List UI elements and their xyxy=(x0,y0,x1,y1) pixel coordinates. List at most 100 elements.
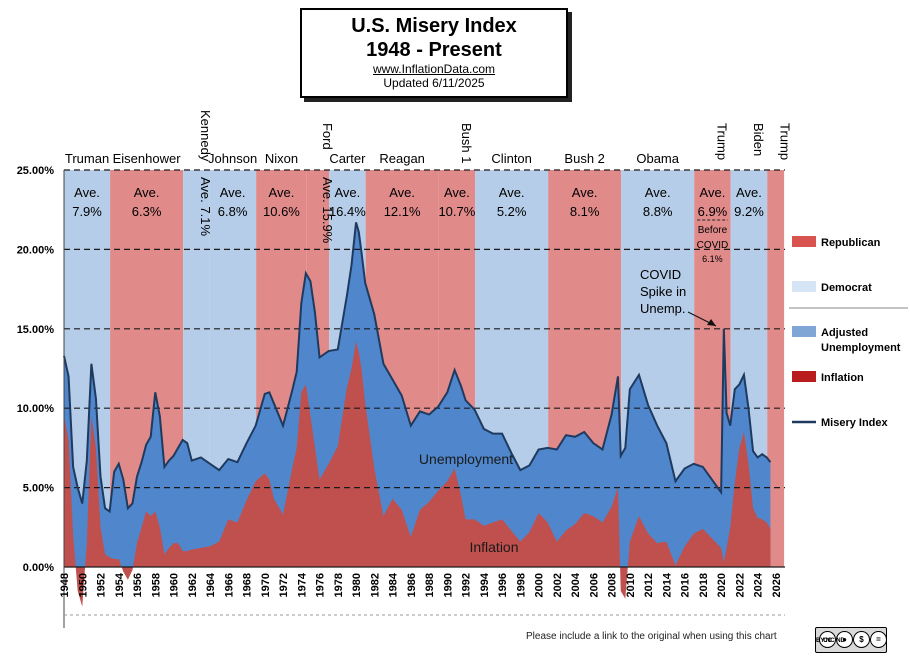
president-name: Johnson xyxy=(208,151,257,166)
average-label: Ave. xyxy=(444,185,470,200)
source-link[interactable]: www.InflationData.com xyxy=(372,62,496,76)
average-value: 8.8% xyxy=(643,204,673,219)
x-tick-label: 1962 xyxy=(187,573,199,597)
average-label: Ave. xyxy=(499,185,525,200)
x-tick-label: 1976 xyxy=(315,573,327,597)
covid-note-line: COVID xyxy=(640,267,681,282)
x-tick-label: 1982 xyxy=(369,573,381,597)
covid-arrow-head xyxy=(707,319,716,326)
average-label: Ave. xyxy=(74,185,100,200)
average-label: Ave. 7.1% xyxy=(198,177,213,236)
average-label: Ave. xyxy=(572,185,598,200)
creative-commons-by-nc-nd-icon[interactable]: cc ● $ = BY NC ND xyxy=(815,627,887,653)
average-label: Ave. xyxy=(220,185,246,200)
president-name: Eisenhower xyxy=(113,151,182,166)
x-tick-label: 2022 xyxy=(734,573,746,597)
data-areas xyxy=(64,222,771,607)
average-value: 12.1% xyxy=(384,204,421,219)
y-tick-label: 10.00% xyxy=(17,403,55,415)
average-label: Ave. xyxy=(736,185,762,200)
average-value: 9.2% xyxy=(734,204,764,219)
legend-swatch xyxy=(792,326,816,337)
average-value: 7.9% xyxy=(72,204,102,219)
chart-title-box: U.S. Misery Index 1948 - Present www.Inf… xyxy=(300,8,568,98)
president-name: Reagan xyxy=(379,151,425,166)
x-tick-label: 1960 xyxy=(169,573,181,597)
badge-text: BY NC ND xyxy=(816,638,845,644)
attribution-note: Please include a link to the original wh… xyxy=(526,631,777,642)
average-label: Ave. 15.9% xyxy=(320,177,335,244)
average-label: Ave. xyxy=(269,185,295,200)
x-tick-label: 1980 xyxy=(351,573,363,597)
before-covid-line: COVID xyxy=(697,240,729,251)
president-name: Trump xyxy=(778,123,793,160)
average-value: 6.3% xyxy=(132,204,162,219)
x-tick-label: 2006 xyxy=(588,573,600,597)
x-tick-label: 1988 xyxy=(424,573,436,597)
legend-swatch xyxy=(792,236,816,247)
legend-swatch xyxy=(792,371,816,382)
president-name: Clinton xyxy=(491,151,531,166)
misery-line-group xyxy=(63,222,772,514)
x-tick-label: 1994 xyxy=(479,572,491,597)
x-tick-label: 1966 xyxy=(223,573,235,597)
legend-label: Adjusted xyxy=(821,327,868,339)
by-circle-icon: ● xyxy=(836,631,853,648)
x-tick-label: 1964 xyxy=(205,572,217,597)
x-tick-label: 2004 xyxy=(570,572,582,597)
x-tick-label: 1968 xyxy=(242,573,254,597)
misery-index-line xyxy=(63,222,772,514)
average-label: Ave. xyxy=(134,185,160,200)
y-tick-label: 0.00% xyxy=(23,562,54,574)
x-tick-label: 1974 xyxy=(296,572,308,597)
x-tick-label: 1954 xyxy=(114,572,126,597)
president-name: Ford xyxy=(320,123,335,150)
x-tick-label: 2014 xyxy=(661,572,673,597)
legend: Republican Democrat Adjusted Unemployment In… xyxy=(789,236,908,429)
axes: 0.00% 5.00% 10.00% 15.00% 20.00% 25.00% 1948 19… xyxy=(17,165,785,628)
president-name: Biden xyxy=(751,123,766,156)
x-tick-label: 2008 xyxy=(607,573,619,597)
before-covid-line: Before xyxy=(698,225,728,236)
covid-note-line: Unemp. xyxy=(640,301,686,316)
average-value: 5.2% xyxy=(497,204,527,219)
president-name: Carter xyxy=(329,151,366,166)
x-tick-label: 1984 xyxy=(388,572,400,597)
x-tick-label: 2012 xyxy=(643,573,655,597)
covid-note-line: Spike in xyxy=(640,284,686,299)
x-tick-label: 1958 xyxy=(150,573,162,597)
before-covid-value: 6.1% xyxy=(702,254,723,264)
cc-circle-icon: cc xyxy=(819,631,836,648)
president-name: Bush 1 xyxy=(459,123,474,163)
x-tick-label: 2016 xyxy=(680,573,692,597)
unemployment-area-label: Unemployment xyxy=(419,451,513,467)
x-tick-label: 1956 xyxy=(132,573,144,597)
chart-title: U.S. Misery Index xyxy=(351,15,517,37)
legend-label: Inflation xyxy=(821,372,864,384)
inflation-area xyxy=(64,341,771,607)
x-tick-label: 1978 xyxy=(333,573,345,597)
x-tick-label: 1998 xyxy=(515,573,527,597)
x-tick-label: 1948 xyxy=(59,573,71,597)
y-tick-label: 15.00% xyxy=(17,324,55,336)
x-tick-label: 1950 xyxy=(77,573,89,597)
average-label: Ave. xyxy=(645,185,671,200)
term-band-14 xyxy=(767,170,785,567)
y-tick-label: 5.00% xyxy=(23,483,54,495)
president-name: Bush 2 xyxy=(564,151,604,166)
nd-circle-icon: = xyxy=(870,631,887,648)
y-tick-label: 20.00% xyxy=(17,244,55,256)
average-label: Ave. xyxy=(700,185,726,200)
president-name: Nixon xyxy=(265,151,298,166)
president-labels: Truman Ave. 7.9% Eisenhower Ave. 6.3% Kennedy A… xyxy=(65,110,793,555)
average-value: 6.9% xyxy=(698,204,728,219)
x-tick-label: 1992 xyxy=(461,573,473,597)
x-tick-label: 2002 xyxy=(552,573,564,597)
president-name: Trump xyxy=(714,123,729,160)
chart-subtitle: 1948 - Present xyxy=(366,39,502,61)
x-tick-label: 1986 xyxy=(406,573,418,597)
updated-date: Updated 6/11/2025 xyxy=(383,76,485,90)
president-name: Obama xyxy=(636,151,679,166)
average-label: Ave. xyxy=(389,185,415,200)
x-tick-label: 2026 xyxy=(771,573,783,597)
